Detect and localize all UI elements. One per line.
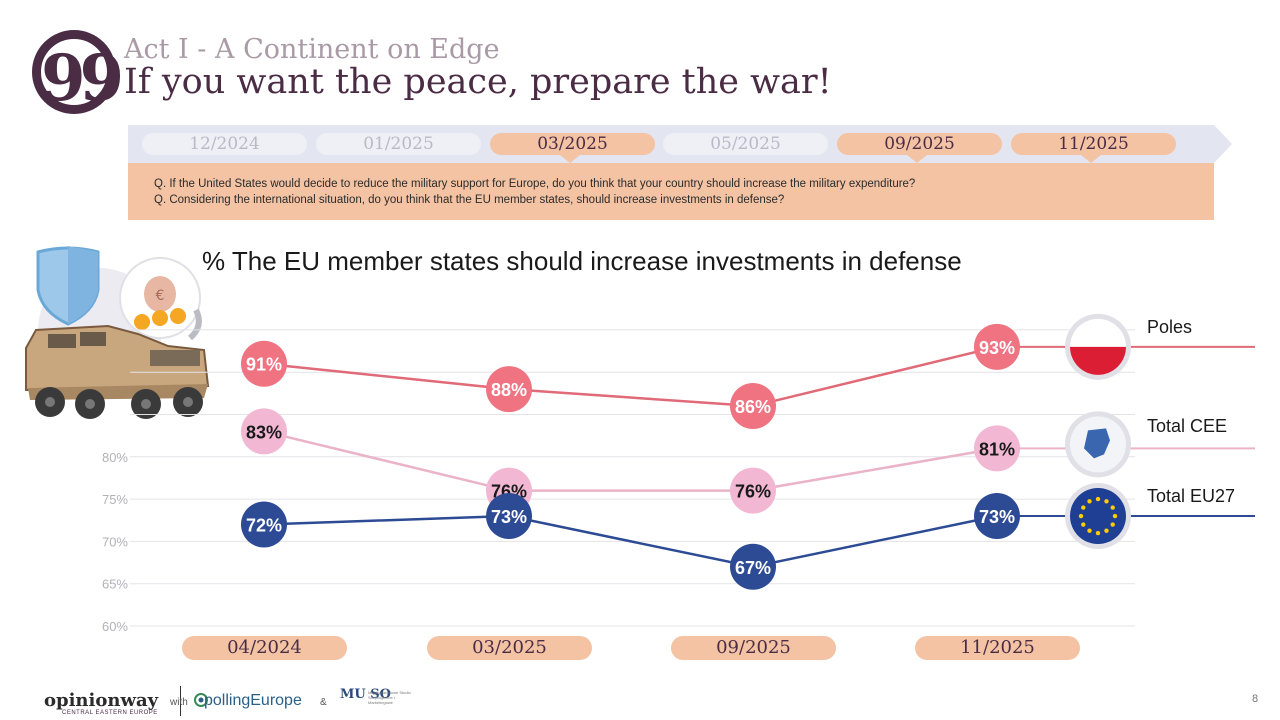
timeline-item: 09/2025 [837,133,1002,155]
data-label: 76% [735,482,771,502]
legend-label-total-eu27: Total EU27 [1147,486,1236,506]
data-label: 67% [735,558,771,578]
data-label: 86% [735,397,771,417]
polling-europe-icon [194,693,208,707]
eu-flag-star [1110,505,1115,510]
data-point [241,408,287,455]
opinionway-logo-subtitle: CENTRAL EASTERN EUROPE [62,710,158,716]
question-1: Q. If the United States would decide to … [154,178,916,190]
data-point [730,383,776,430]
data-label: 93% [979,338,1015,358]
eu-flag-star [1078,513,1084,519]
page-number: 8 [1252,693,1259,705]
section-kicker: Act I - A Continent on Edge [124,34,500,65]
legend-label-poles: Poles [1147,317,1193,337]
data-point [974,323,1020,370]
muso-logo: MU SO [340,687,391,702]
timeline-pointer-11-2025 [1081,155,1101,163]
eu-flag-star [1095,530,1101,536]
cee-map-region [1084,428,1110,459]
shield-icon [36,246,100,326]
timeline-pointer-03-2025 [560,155,580,163]
data-point [486,493,532,540]
quote-icon: 99 [32,30,124,114]
data-label: 72% [246,515,282,535]
x-axis-category: 04/2024 [182,636,347,660]
y-tick-label: 60% [102,619,128,634]
armored-vehicle-icon [25,324,210,419]
eu-flag-star [1081,522,1086,527]
data-point [241,340,287,387]
data-label: 88% [491,380,527,400]
coins-icon: € [119,257,202,341]
eu-flag-star [1104,528,1109,533]
footer-divider [180,686,181,716]
data-label: 73% [491,507,527,527]
data-label: 91% [246,355,282,375]
data-point [241,501,287,548]
footer-with-text: with [170,697,188,708]
defense-illustration: € [25,246,210,419]
eu-flag-star [1095,496,1101,502]
timeline-item: 01/2025 [316,133,481,155]
poland-flag-red-half [1070,346,1126,375]
timeline-item: 12/2024 [142,133,307,155]
footer-ampersand: & [320,697,327,708]
timeline-item: 03/2025 [490,133,655,155]
x-axis-category: 11/2025 [915,636,1080,660]
y-tick-label: 65% [102,577,128,592]
data-label: 83% [246,422,282,442]
data-point [486,366,532,413]
eu-flag-star [1104,499,1109,504]
question-2: Q. Considering the international situati… [154,194,785,206]
timeline-item: 05/2025 [663,133,828,155]
timeline-item: 11/2025 [1011,133,1176,155]
eu-flag-star [1112,513,1118,519]
opinionway-logo: opinionway [44,690,159,711]
series-line [263,430,998,492]
timeline-pointer-09-2025 [907,155,927,163]
data-point [730,467,776,514]
series-line [263,345,998,408]
data-point [730,543,776,590]
eu-flag-icon [1070,488,1126,545]
eu-flag-star [1087,528,1092,533]
data-point [974,425,1020,472]
polling-europe-logo: pollingEurope [204,692,302,709]
series-line [263,514,998,569]
data-label: 81% [979,439,1015,459]
questions-box: Q. If the United States would decide to … [128,163,1214,220]
data-label: 73% [979,507,1015,527]
eu-flag-star [1081,505,1086,510]
svg-text:€: € [156,288,165,304]
x-axis-category: 03/2025 [427,636,592,660]
page-title: If you want the peace, prepare the war! [124,62,832,102]
y-tick-label: 75% [102,492,128,507]
eu-flag-star [1087,499,1092,504]
y-tick-label: 80% [102,450,128,465]
data-point [974,493,1020,540]
y-tick-label: 70% [102,534,128,549]
muso-logo-text: Międzynarodowe Studio Socjologiczne i Ma… [368,690,411,705]
chart-title: % The EU member states should increase i… [202,246,962,276]
x-axis-category: 09/2025 [671,636,836,660]
eu-flag-star [1110,522,1115,527]
legend-label-total-cee: Total CEE [1147,416,1228,436]
